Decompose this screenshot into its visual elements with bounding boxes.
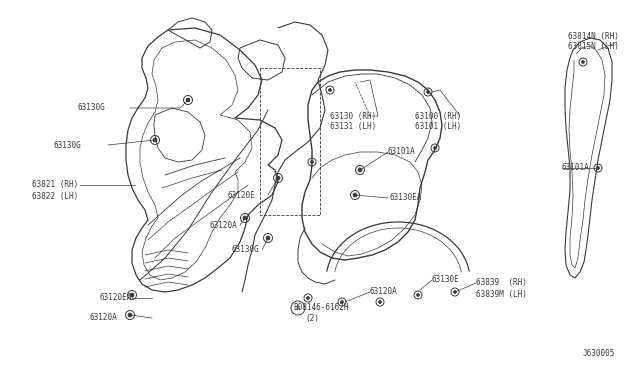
Text: 63130G: 63130G — [54, 141, 82, 150]
Circle shape — [353, 193, 357, 197]
Text: 63101A: 63101A — [388, 148, 416, 157]
Circle shape — [454, 291, 456, 294]
Circle shape — [153, 138, 157, 142]
Circle shape — [417, 294, 419, 296]
Circle shape — [328, 89, 332, 92]
Text: 63120E: 63120E — [228, 190, 256, 199]
Circle shape — [426, 90, 429, 93]
Circle shape — [358, 168, 362, 172]
Text: 63815N (LH): 63815N (LH) — [568, 42, 619, 51]
Text: 63101 (LH): 63101 (LH) — [415, 122, 461, 131]
Circle shape — [266, 236, 270, 240]
Text: (2): (2) — [305, 314, 319, 323]
Text: J630005: J630005 — [583, 350, 616, 359]
Circle shape — [596, 167, 600, 170]
Text: 63822 (LH): 63822 (LH) — [32, 192, 78, 201]
Text: 63130E: 63130E — [432, 276, 460, 285]
Text: 63821 (RH): 63821 (RH) — [32, 180, 78, 189]
Circle shape — [130, 293, 134, 297]
Text: 63101A: 63101A — [562, 164, 589, 173]
Text: B: B — [296, 305, 300, 311]
Circle shape — [128, 313, 132, 317]
Circle shape — [243, 216, 247, 220]
Text: 63130 (RH): 63130 (RH) — [330, 112, 376, 121]
Circle shape — [433, 147, 436, 150]
Text: 63100 (RH): 63100 (RH) — [415, 112, 461, 121]
Text: 63839  (RH): 63839 (RH) — [476, 279, 527, 288]
Text: 63120A: 63120A — [210, 221, 237, 230]
Text: 63131 (LH): 63131 (LH) — [330, 122, 376, 131]
Circle shape — [340, 301, 344, 304]
Circle shape — [276, 176, 280, 180]
Text: 63120A: 63120A — [90, 314, 118, 323]
Text: 63120A: 63120A — [370, 288, 397, 296]
Text: 63130G: 63130G — [77, 103, 105, 112]
Text: 63130EA: 63130EA — [390, 193, 422, 202]
Text: B08146-6162H: B08146-6162H — [293, 302, 349, 311]
Text: 63120EA: 63120EA — [100, 294, 132, 302]
Text: 63130G: 63130G — [232, 246, 260, 254]
Circle shape — [582, 61, 584, 64]
Circle shape — [378, 301, 381, 304]
Circle shape — [310, 160, 314, 164]
Circle shape — [307, 296, 310, 299]
Text: 63839M (LH): 63839M (LH) — [476, 289, 527, 298]
Text: 63814N (RH): 63814N (RH) — [568, 32, 619, 41]
Circle shape — [186, 98, 190, 102]
